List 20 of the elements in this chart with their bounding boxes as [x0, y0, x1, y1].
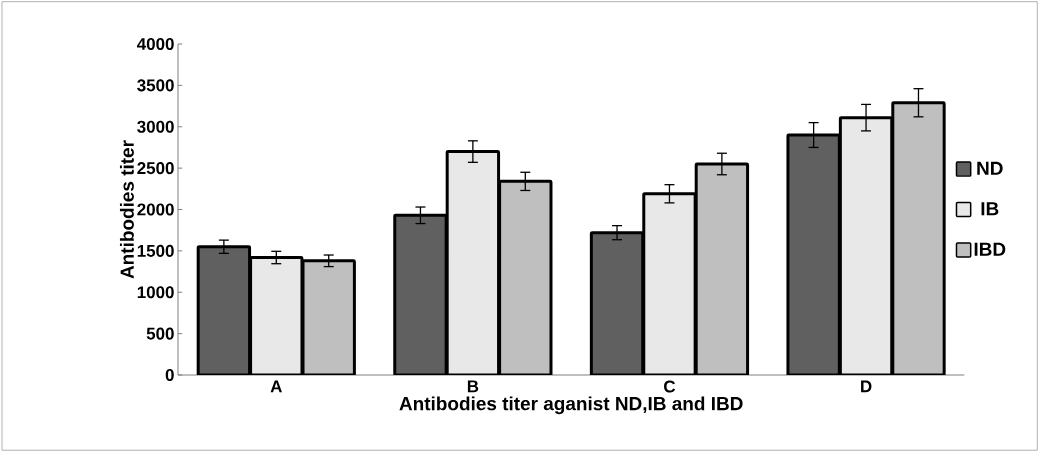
y-tick-label: 1500 [137, 244, 174, 257]
y-tick-label: 3000 [137, 120, 174, 133]
y-tick-label: 4000 [136, 38, 174, 51]
legend-label: ND [977, 161, 1003, 175]
y-tick-label: 1000 [137, 286, 174, 299]
y-tick-label: 0 [165, 369, 174, 382]
y-tick-label: 3500 [137, 79, 174, 92]
legend-label: IBD [974, 242, 1006, 256]
bar [642, 192, 697, 376]
y-tick-label: 2000 [137, 203, 174, 216]
x-tick-label: A [270, 380, 282, 393]
x-tick-label: C [664, 380, 676, 393]
y-axis-title: Antibodies titer [119, 140, 134, 279]
bar [891, 101, 946, 376]
x-tick-label: D [861, 380, 872, 393]
y-tick-label: 2500 [137, 162, 174, 175]
x-axis-title: Antibodies titer aganist ND,IB and IBD [399, 396, 743, 415]
legend-label: IB [981, 202, 999, 216]
x-tick-label: B [467, 380, 479, 393]
y-tick-label: 500 [146, 327, 174, 340]
